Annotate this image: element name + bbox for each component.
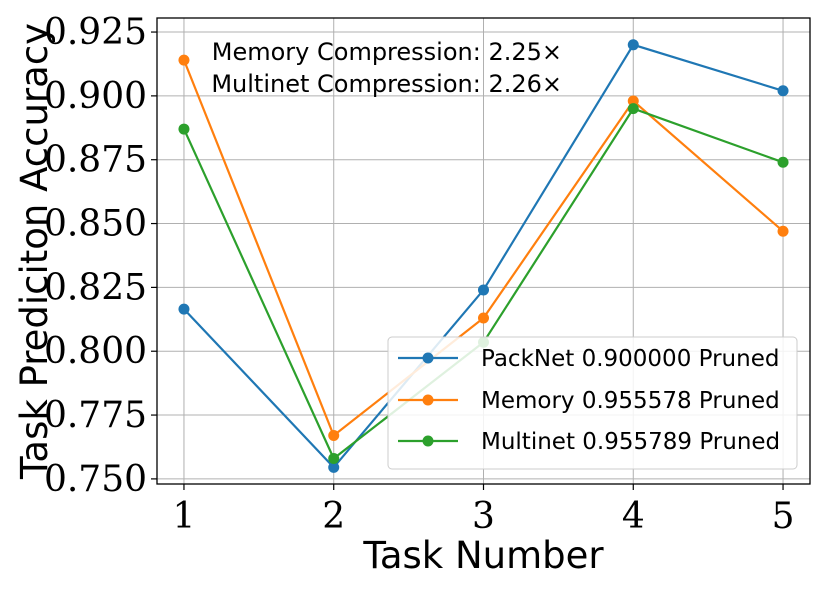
x-tick-label: 3 bbox=[472, 496, 495, 537]
tick-layer: 1 2 3 4 5 0.750 0.775 0.800 0.825 0.850 0.875 0.900… bbox=[44, 12, 795, 537]
series-point-2 bbox=[627, 103, 639, 115]
series-point-1 bbox=[478, 312, 489, 324]
y-tick-label: 0.775 bbox=[44, 395, 147, 436]
legend-box bbox=[387, 336, 798, 470]
series-point-1 bbox=[328, 429, 340, 441]
y-tick-label: 0.875 bbox=[44, 140, 147, 181]
legend-marker-memory bbox=[422, 394, 434, 406]
y-tick-label: 0.850 bbox=[44, 204, 147, 245]
series-point-0 bbox=[478, 284, 489, 296]
x-tick-label: 2 bbox=[322, 496, 345, 537]
series-point-2 bbox=[328, 452, 340, 464]
series-point-2 bbox=[178, 123, 190, 135]
x-axis-label: Task Number bbox=[362, 534, 604, 577]
series-point-1 bbox=[627, 95, 639, 107]
series-point-1 bbox=[178, 54, 190, 66]
legend-marker-packnet bbox=[422, 352, 434, 364]
x-tick-label: 4 bbox=[622, 496, 645, 537]
x-tick-label: 5 bbox=[772, 496, 795, 537]
series-point-2 bbox=[777, 156, 789, 168]
memory-compression-annotation: Memory Compression: 2.25× bbox=[212, 38, 562, 66]
legend: PackNet 0.900000 Pruned Memory 0.955578 … bbox=[387, 336, 798, 470]
legend-label-memory: Memory 0.955578 Pruned bbox=[481, 388, 780, 414]
series-point-0 bbox=[627, 39, 639, 51]
y-tick-label: 0.925 bbox=[44, 12, 147, 53]
y-axis-label: Task Prediciton Accuracy bbox=[13, 23, 56, 480]
series-point-0 bbox=[178, 303, 190, 315]
y-tick-label: 0.900 bbox=[44, 76, 147, 117]
legend-marker-multinet bbox=[422, 435, 434, 447]
legend-label-multinet: Multinet 0.955789 Pruned bbox=[481, 429, 780, 455]
series-point-0 bbox=[328, 461, 340, 473]
series-point-1 bbox=[777, 225, 789, 237]
legend-label-packnet: PackNet 0.900000 Pruned bbox=[481, 346, 779, 372]
x-tick-label: 1 bbox=[173, 496, 196, 537]
y-tick-label: 0.800 bbox=[44, 331, 147, 372]
series-point-0 bbox=[777, 85, 789, 97]
y-tick-label: 0.750 bbox=[44, 459, 147, 500]
multinet-compression-annotation: Multinet Compression: 2.26× bbox=[211, 70, 562, 98]
y-tick-label: 0.825 bbox=[44, 267, 147, 308]
